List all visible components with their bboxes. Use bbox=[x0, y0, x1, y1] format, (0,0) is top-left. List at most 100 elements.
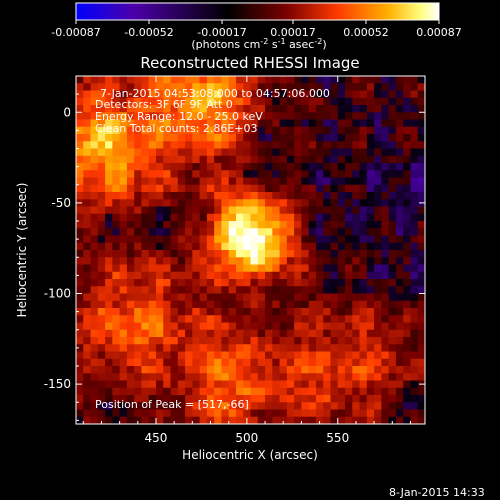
heatmap-cell bbox=[214, 112, 223, 121]
heatmap-cell bbox=[155, 250, 164, 258]
heatmap-cell bbox=[97, 134, 106, 142]
heatmap-cell bbox=[337, 279, 346, 287]
heatmap-cell bbox=[345, 409, 353, 418]
heatmap-cell bbox=[119, 366, 128, 374]
heatmap-cell bbox=[352, 387, 361, 396]
heatmap-cell bbox=[119, 126, 128, 135]
heatmap-cell bbox=[374, 105, 382, 113]
heatmap-cell bbox=[250, 221, 259, 229]
heatmap-cell bbox=[352, 286, 361, 295]
heatmap-cell bbox=[163, 264, 172, 273]
heatmap-cell bbox=[388, 337, 397, 345]
heatmap-cell bbox=[199, 76, 208, 84]
heatmap-cell bbox=[177, 337, 186, 345]
heatmap-cell bbox=[301, 380, 310, 389]
heatmap-cell bbox=[177, 184, 186, 193]
heatmap-cell bbox=[83, 387, 92, 396]
heatmap-cell bbox=[76, 97, 84, 106]
heatmap-cell bbox=[359, 163, 368, 171]
heatmap-cell bbox=[214, 119, 223, 128]
heatmap-cell bbox=[308, 387, 317, 396]
heatmap-cell bbox=[323, 300, 332, 309]
heatmap-cell bbox=[308, 286, 317, 295]
heatmap-cell bbox=[126, 387, 135, 396]
heatmap-cell bbox=[214, 308, 223, 316]
heatmap-cell bbox=[206, 90, 215, 99]
heatmap-cell bbox=[366, 286, 375, 295]
heatmap-cell bbox=[272, 250, 281, 258]
heatmap-cell bbox=[410, 409, 419, 418]
heatmap-cell bbox=[76, 177, 84, 186]
heatmap-cell bbox=[235, 83, 244, 92]
heatmap-cell bbox=[250, 279, 259, 287]
heatmap-cell bbox=[163, 76, 172, 84]
heatmap-cell bbox=[308, 199, 317, 208]
heatmap-cell bbox=[119, 257, 128, 266]
heatmap-cell bbox=[359, 293, 368, 302]
heatmap-cell bbox=[330, 373, 339, 382]
heatmap-cell bbox=[243, 387, 252, 396]
heatmap-cell bbox=[185, 177, 193, 186]
heatmap-cell bbox=[345, 97, 353, 106]
heatmap-cell bbox=[388, 90, 397, 99]
heatmap-cell bbox=[141, 105, 150, 113]
heatmap-cell bbox=[97, 112, 106, 121]
heatmap-cell bbox=[221, 322, 230, 331]
heatmap-cell bbox=[381, 221, 390, 229]
heatmap-cell bbox=[417, 373, 425, 382]
heatmap-cell bbox=[323, 177, 332, 186]
heatmap-cell bbox=[381, 337, 390, 345]
heatmap-cell bbox=[206, 380, 215, 389]
heatmap-cell bbox=[134, 155, 143, 164]
heatmap-cell bbox=[294, 337, 302, 345]
heatmap-cell bbox=[257, 271, 266, 280]
heatmap-cell bbox=[235, 155, 244, 164]
heatmap-cell bbox=[374, 119, 382, 128]
heatmap-cell bbox=[155, 395, 164, 403]
heatmap-cell bbox=[286, 148, 295, 157]
heatmap-cell bbox=[199, 155, 208, 164]
heatmap-cell bbox=[83, 141, 92, 150]
heatmap-cell bbox=[286, 170, 295, 179]
heatmap-cell bbox=[403, 170, 412, 179]
heatmap-cell bbox=[243, 228, 252, 237]
heatmap-cell bbox=[76, 235, 84, 244]
heatmap-cell bbox=[279, 315, 288, 324]
heatmap-cell bbox=[352, 199, 361, 208]
heatmap-cell bbox=[105, 155, 113, 164]
heatmap-cell bbox=[308, 416, 317, 424]
heatmap-cell bbox=[148, 351, 157, 360]
heatmap-cell bbox=[148, 155, 157, 164]
heatmap-cell bbox=[126, 163, 135, 171]
heatmap-cell bbox=[410, 184, 419, 193]
heatmap-cell bbox=[112, 119, 121, 128]
heatmap-cell bbox=[134, 351, 143, 360]
heatmap-cell bbox=[323, 148, 332, 157]
heatmap-cell bbox=[388, 97, 397, 106]
heatmap-cell bbox=[374, 322, 382, 331]
heatmap-cell bbox=[388, 126, 397, 135]
heatmap-cell bbox=[134, 206, 143, 215]
heatmap-cell bbox=[177, 293, 186, 302]
heatmap-cell bbox=[235, 271, 244, 280]
heatmap-cell bbox=[243, 213, 252, 222]
heatmap-cell bbox=[148, 105, 157, 113]
heatmap-cell bbox=[97, 170, 106, 179]
heatmap-cell bbox=[243, 315, 252, 324]
heatmap-cell bbox=[199, 395, 208, 403]
heatmap-cell bbox=[337, 228, 346, 237]
heatmap-cell bbox=[403, 242, 412, 251]
heatmap-cell bbox=[170, 366, 179, 374]
heatmap-cell bbox=[374, 199, 382, 208]
heatmap-cell bbox=[214, 228, 223, 237]
heatmap-cell bbox=[97, 293, 106, 302]
heatmap-cell bbox=[243, 155, 252, 164]
heatmap-cell bbox=[308, 184, 317, 193]
heatmap-cell bbox=[155, 184, 164, 193]
heatmap-cell bbox=[279, 395, 288, 403]
heatmap-cell bbox=[243, 184, 252, 193]
heatmap-cell bbox=[185, 387, 193, 396]
time-range-text: 7-Jan-2015 04:53:08.000 to 04:57:06.000 bbox=[100, 87, 330, 100]
heatmap-cell bbox=[388, 387, 397, 396]
heatmap-cell bbox=[403, 177, 412, 186]
